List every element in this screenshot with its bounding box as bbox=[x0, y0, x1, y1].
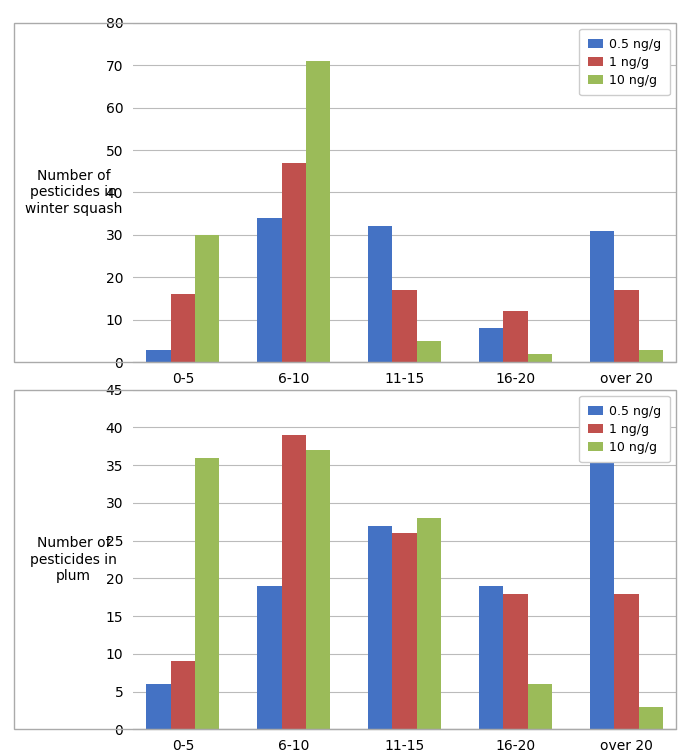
X-axis label: % RSD range: % RSD range bbox=[359, 397, 451, 411]
Bar bbox=[257, 586, 282, 729]
Bar bbox=[195, 235, 219, 362]
Bar bbox=[503, 593, 528, 729]
Bar bbox=[638, 707, 663, 729]
Bar bbox=[590, 435, 614, 729]
Bar bbox=[146, 350, 170, 362]
Bar bbox=[503, 311, 528, 362]
Legend: 0.5 ng/g, 1 ng/g, 10 ng/g: 0.5 ng/g, 1 ng/g, 10 ng/g bbox=[579, 29, 670, 96]
Bar bbox=[393, 290, 417, 362]
Bar bbox=[195, 457, 219, 729]
Bar bbox=[479, 329, 503, 362]
Bar bbox=[368, 226, 393, 362]
Bar bbox=[590, 231, 614, 362]
Bar bbox=[528, 684, 552, 729]
Legend: 0.5 ng/g, 1 ng/g, 10 ng/g: 0.5 ng/g, 1 ng/g, 10 ng/g bbox=[579, 396, 670, 462]
Bar bbox=[393, 533, 417, 729]
Bar bbox=[257, 218, 282, 362]
Bar bbox=[614, 593, 638, 729]
Bar bbox=[368, 526, 393, 729]
Bar bbox=[479, 586, 503, 729]
Bar bbox=[170, 662, 195, 729]
Bar bbox=[417, 341, 441, 362]
Bar bbox=[306, 450, 331, 729]
Bar bbox=[614, 290, 638, 362]
Bar bbox=[417, 518, 441, 729]
Bar bbox=[528, 354, 552, 362]
Bar bbox=[282, 162, 306, 362]
Bar bbox=[282, 435, 306, 729]
Bar bbox=[170, 295, 195, 362]
Bar bbox=[638, 350, 663, 362]
Text: Number of
pesticides in
plum: Number of pesticides in plum bbox=[30, 536, 117, 583]
Text: Number of
pesticides in
winter squash: Number of pesticides in winter squash bbox=[25, 169, 122, 216]
Bar bbox=[306, 61, 331, 362]
Bar bbox=[146, 684, 170, 729]
